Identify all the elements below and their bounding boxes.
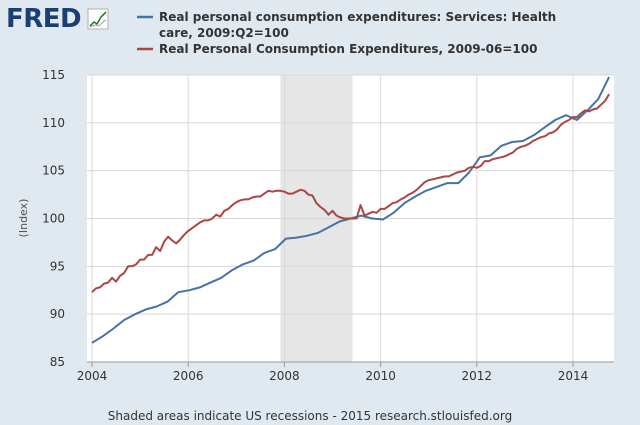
y-tick-label: 100 [42,212,65,226]
y-tick-label: 85 [50,355,65,369]
x-tick-label: 2012 [462,369,493,383]
series-lines [91,76,610,344]
legend: Real personal consumption expenditures: … [137,10,556,56]
y-axis-title: (Index) [17,199,30,238]
series-line-pce[interactable] [91,93,610,293]
legend-label-pce: Real Personal Consumption Expenditures, … [159,42,537,56]
y-tick-label: 115 [42,68,65,82]
x-tick-label: 2014 [558,369,589,383]
y-tick-label: 110 [42,116,65,130]
x-axis: 2004 2006 2008 2010 2012 2014 [77,361,614,383]
x-tick-label: 2004 [77,369,108,383]
x-tick-label: 2008 [269,369,300,383]
y-tick-label: 105 [42,164,65,178]
legend-label-health-line1: Real personal consumption expenditures: … [159,10,556,24]
x-tick-label: 2010 [365,369,396,383]
y-axis: 85 90 95 100 105 110 115 [42,68,65,369]
x-tick-label: 2006 [173,369,204,383]
y-tick-label: 90 [50,307,65,321]
fred-logo-text: FRED [6,4,81,34]
fred-logo[interactable]: FRED [6,4,109,34]
line-chart-icon [87,8,109,30]
legend-item-health[interactable]: Real personal consumption expenditures: … [137,10,556,40]
legend-label-health-line2: care, 2009:Q2=100 [159,26,289,40]
footer-note: Shaded areas indicate US recessions - 20… [108,409,512,423]
y-tick-label: 95 [50,259,65,273]
legend-item-pce[interactable]: Real Personal Consumption Expenditures, … [137,42,537,56]
